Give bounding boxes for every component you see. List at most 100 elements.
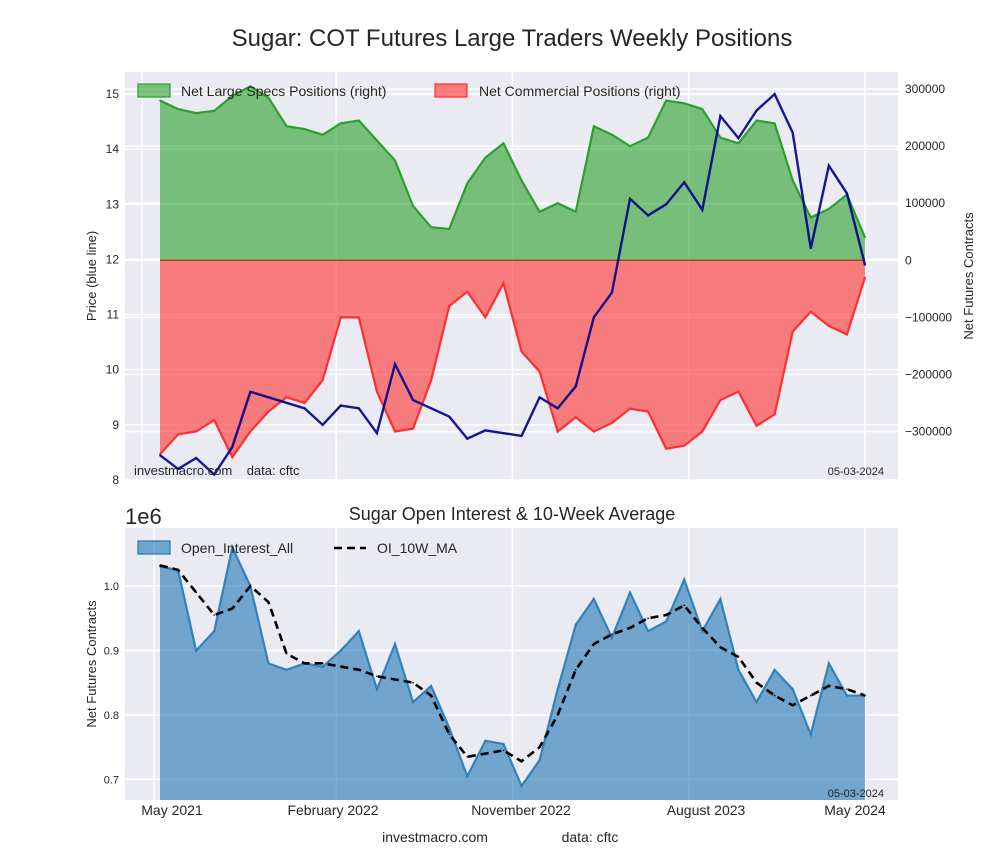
top-point-commercial bbox=[520, 350, 523, 353]
top-point-specs bbox=[321, 133, 324, 136]
top-legend: Net Large Specs Positions (right) Net Co… bbox=[137, 83, 681, 99]
bottom-y-label: Net Futures Contracts bbox=[84, 600, 99, 728]
top-point-commercial bbox=[647, 410, 649, 413]
bottom-legend: Open_Interest_All OI_10W_MA bbox=[137, 540, 458, 556]
bottom-point-ma bbox=[538, 746, 541, 748]
top-point-commercial bbox=[828, 325, 830, 327]
bottom-y-ticks: 0.7 0.8 0.9 1.0 bbox=[104, 581, 119, 786]
top-point-price bbox=[665, 203, 667, 206]
top-point-price bbox=[864, 264, 866, 266]
legend-swatch-oi bbox=[137, 540, 171, 555]
bottom-point-ma bbox=[213, 614, 216, 616]
top-point-commercial bbox=[195, 430, 197, 433]
top-point-commercial bbox=[321, 379, 324, 381]
top-y-left-tick: 10 bbox=[106, 363, 120, 377]
top-point-commercial bbox=[791, 330, 794, 333]
bottom-y-tick: 0.8 bbox=[104, 710, 119, 722]
top-point-commercial bbox=[773, 413, 776, 416]
top-point-specs bbox=[339, 122, 342, 125]
top-point-commercial bbox=[556, 430, 559, 433]
bottom-y-tick: 0.7 bbox=[104, 774, 119, 786]
top-point-price bbox=[358, 407, 360, 410]
bottom-x-tick: November 2022 bbox=[471, 802, 571, 818]
top-point-specs bbox=[520, 179, 523, 182]
top-annotation-source: investmacro.com data: cftc bbox=[134, 463, 300, 478]
top-y-right-tick: 300000 bbox=[905, 82, 945, 96]
top-y-right-label: Net Futures Contracts bbox=[961, 212, 976, 340]
bottom-point-ma bbox=[339, 665, 342, 668]
bottom-chart: Sugar Open Interest & 10-Week Average 1e… bbox=[84, 504, 898, 818]
bottom-point-ma bbox=[574, 669, 577, 671]
top-point-commercial bbox=[629, 407, 631, 410]
bottom-point-ma bbox=[394, 678, 396, 681]
top-point-specs bbox=[737, 142, 740, 145]
top-point-price bbox=[502, 432, 505, 434]
top-point-commercial bbox=[430, 379, 432, 381]
bottom-point-oi bbox=[339, 649, 342, 652]
bottom-point-oi bbox=[683, 578, 686, 581]
top-point-commercial bbox=[755, 424, 758, 427]
top-point-specs bbox=[484, 156, 487, 159]
bottom-point-oi bbox=[412, 701, 414, 703]
top-point-specs bbox=[629, 145, 631, 147]
top-marks bbox=[159, 84, 867, 477]
bottom-point-oi bbox=[809, 733, 812, 736]
top-point-commercial bbox=[448, 305, 451, 307]
top-point-commercial bbox=[719, 399, 722, 401]
bottom-point-oi bbox=[719, 598, 722, 600]
bottom-point-ma bbox=[177, 569, 179, 571]
top-point-price bbox=[593, 316, 595, 319]
top-point-specs bbox=[267, 96, 270, 99]
top-point-price bbox=[249, 390, 252, 393]
bottom-point-oi bbox=[213, 630, 216, 632]
bottom-point-ma bbox=[683, 604, 686, 607]
bottom-point-oi bbox=[846, 694, 848, 697]
top-y-right-ticks: 300000 200000 100000 0 −100000 −200000 −300000 bbox=[905, 82, 952, 438]
bottom-point-ma bbox=[629, 627, 631, 629]
top-y-left-label: Price (blue line) bbox=[84, 231, 99, 321]
top-y-left-tick: 14 bbox=[106, 142, 120, 156]
top-point-commercial bbox=[466, 290, 469, 293]
bottom-point-oi bbox=[665, 620, 667, 623]
bottom-point-oi bbox=[538, 759, 541, 761]
bottom-point-oi bbox=[267, 662, 270, 665]
top-point-commercial bbox=[412, 427, 414, 430]
bottom-point-oi bbox=[484, 739, 487, 742]
top-line-specs bbox=[159, 84, 867, 238]
bottom-point-oi bbox=[556, 688, 559, 690]
top-point-commercial bbox=[376, 390, 378, 393]
top-point-commercial bbox=[339, 316, 342, 319]
bottom-x-tick: February 2022 bbox=[287, 802, 378, 818]
bottom-point-ma bbox=[285, 652, 288, 655]
top-point-price bbox=[701, 209, 704, 211]
bottom-point-oi bbox=[701, 630, 704, 632]
top-y-left-tick: 15 bbox=[106, 87, 120, 101]
top-point-specs bbox=[665, 99, 667, 102]
top-point-specs bbox=[448, 228, 451, 230]
bottom-marks bbox=[159, 543, 866, 800]
top-point-price bbox=[719, 115, 722, 117]
top-point-price bbox=[376, 432, 378, 434]
top-point-commercial bbox=[177, 433, 179, 436]
top-y-right-tick: 100000 bbox=[905, 196, 945, 210]
top-point-price bbox=[430, 407, 432, 410]
top-point-commercial bbox=[484, 316, 487, 319]
top-point-price bbox=[791, 131, 794, 134]
top-point-commercial bbox=[231, 456, 234, 458]
top-point-price bbox=[574, 385, 577, 388]
bottom-point-oi bbox=[647, 630, 649, 632]
top-point-price bbox=[195, 457, 197, 459]
top-point-specs bbox=[755, 119, 758, 122]
top-point-specs bbox=[213, 110, 216, 112]
top-point-price bbox=[285, 402, 288, 404]
bottom-point-oi bbox=[502, 743, 505, 745]
legend-label-specs: Net Large Specs Positions (right) bbox=[181, 83, 386, 99]
bottom-point-oi bbox=[358, 630, 360, 632]
top-y-right-tick: 200000 bbox=[905, 139, 945, 153]
bottom-point-ma bbox=[195, 591, 197, 594]
bottom-point-oi bbox=[520, 785, 523, 787]
bottom-point-ma bbox=[556, 714, 559, 716]
top-point-price bbox=[159, 454, 161, 456]
bottom-x-tick: May 2021 bbox=[141, 802, 203, 818]
